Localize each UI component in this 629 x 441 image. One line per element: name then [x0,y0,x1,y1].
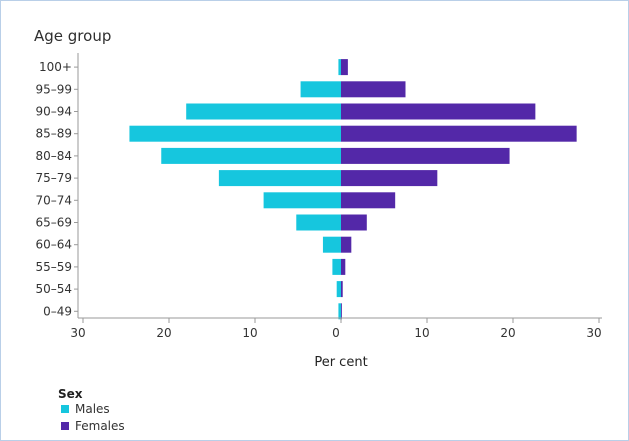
bar-females [341,170,438,187]
bar-females [341,281,343,298]
x-tick-label: 20 [500,326,515,340]
bar-females [341,59,348,76]
y-tick-label: 0–49 [43,304,72,318]
bar-males [186,103,341,120]
y-tick-label: 70–74 [35,193,72,207]
bar-females [341,81,406,98]
bar-females [341,214,367,231]
bar-males [332,258,341,275]
y-tick-label: 65–69 [35,216,72,230]
x-ticks: 30 20 10 0 10 20 30 [70,318,602,340]
x-tick-label: 30 [70,326,85,340]
y-tick-labels: 100+ 95–99 90–94 85–89 80–84 75–79 70–74 65–69 6… [35,60,78,318]
legend-title: Sex [58,387,83,401]
bar-males [300,81,341,98]
x-tick-label: 30 [586,326,601,340]
y-tick-label: 80–84 [35,149,72,163]
bar-females [341,192,396,209]
legend: Sex Males Females [58,387,125,433]
bar-males [322,236,341,253]
bar-males [161,147,341,164]
bar-females [341,103,536,120]
y-tick-label: 100+ [39,60,72,74]
x-tick-label: 0 [332,326,340,340]
bar-males [296,214,341,231]
bar-males [338,303,341,320]
y-tick-label: 85–89 [35,127,72,141]
y-axis-title: Age group [34,27,111,45]
legend-label-females: Females [75,419,125,433]
x-tick-label: 10 [414,326,429,340]
x-tick-label: 10 [242,326,257,340]
legend-swatch-males [61,405,69,413]
y-tick-label: 75–79 [35,171,72,185]
bar-males [336,281,341,298]
bar-males [218,170,341,187]
y-tick-label: 95–99 [35,82,72,96]
x-axis-label: Per cent [314,355,367,370]
x-tick-label: 20 [156,326,171,340]
bars [129,59,577,320]
legend-swatch-females [61,422,69,430]
y-tick-label: 55–59 [35,260,72,274]
y-tick-label: 60–64 [35,238,72,252]
bar-females [341,236,352,253]
legend-label-males: Males [75,402,110,416]
bar-females [341,258,346,275]
bar-males [338,59,341,76]
bar-females [341,303,342,320]
bar-females [341,147,510,164]
y-tick-label: 50–54 [35,282,72,296]
bar-males [129,125,341,142]
bar-females [341,125,577,142]
y-tick-label: 90–94 [35,105,72,119]
bar-males [263,192,341,209]
